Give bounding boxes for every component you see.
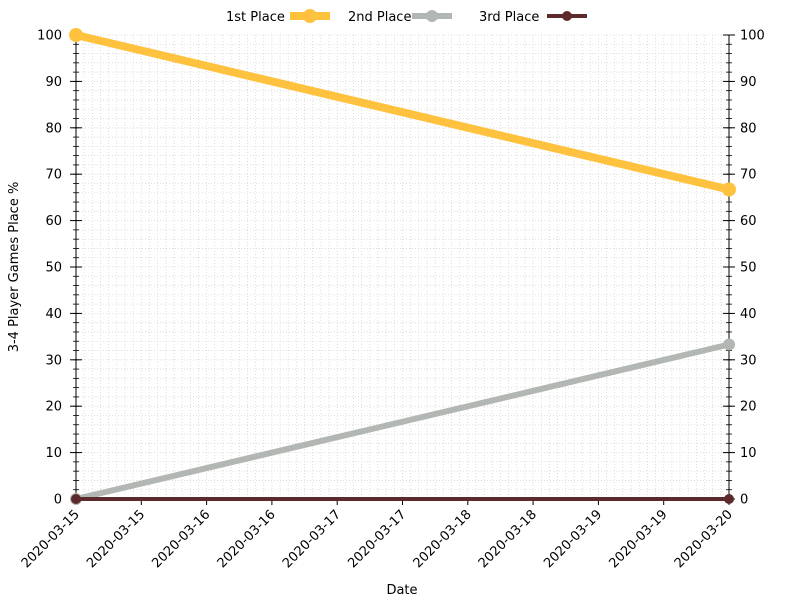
y-tick-label: 70 (740, 168, 757, 183)
y-axis-label: 3-4 Player Games Place % (7, 182, 22, 353)
data-point (723, 338, 735, 351)
y-tick-label: 90 (740, 75, 757, 90)
legend-swatch-marker (426, 10, 438, 22)
y-tick-label: 40 (45, 307, 62, 322)
x-tick-label: 2020-03-15 (84, 507, 148, 571)
y-axis-left: 0 10 20 30 40 50 60 70 80 90 100 (37, 29, 82, 508)
y-tick-label: 20 (45, 400, 62, 415)
legend-swatch-marker (303, 9, 317, 23)
x-tick-label: 2020-03-18 (476, 507, 540, 571)
data-point (722, 182, 736, 197)
series-line (72, 31, 733, 194)
legend-label: 1st Place (226, 10, 285, 25)
y-axis-right: 0 10 20 30 40 50 60 70 80 90 100 (723, 29, 765, 508)
grid (75, 34, 730, 500)
data-point (724, 494, 734, 504)
x-tick-label: 2020-03-16 (149, 507, 213, 571)
y-tick-label: 0 (740, 493, 748, 508)
x-tick-label: 2020-03-17 (345, 507, 409, 571)
x-tick-label: 2020-03-16 (215, 507, 279, 571)
y-tick-label: 10 (45, 446, 62, 461)
y-tick-label: 100 (37, 29, 62, 44)
y-tick-label: 30 (45, 353, 62, 368)
legend-label: 3rd Place (479, 10, 539, 25)
x-tick-label: 2020-03-15 (19, 507, 83, 571)
series-lines (69, 28, 736, 505)
x-tick-label: 2020-03-18 (411, 507, 475, 571)
x-tick-label: 2020-03-17 (280, 507, 344, 571)
y-tick-label: 40 (740, 307, 757, 322)
x-axis: 2020-03-15 2020-03-15 2020-03-16 2020-03-16… (19, 499, 736, 571)
y-tick-label: 50 (45, 261, 62, 276)
y-tick-label: 30 (740, 353, 757, 368)
legend: 1st Place 2nd Place 3rd Place (226, 9, 587, 25)
y-tick-label: 50 (740, 261, 757, 276)
legend-label: 2nd Place (348, 10, 411, 25)
y-tick-label: 80 (45, 121, 62, 136)
y-tick-label: 20 (740, 400, 757, 415)
y-tick-label: 10 (740, 446, 757, 461)
y-tick-label: 100 (740, 29, 765, 44)
x-axis-label: Date (386, 583, 417, 598)
y-tick-label: 60 (740, 214, 757, 229)
data-point (69, 28, 83, 42)
x-tick-label: 2020-03-19 (606, 507, 670, 571)
y-tick-label: 60 (45, 214, 62, 229)
y-tick-label: 80 (740, 121, 757, 136)
x-tick-label: 2020-03-20 (672, 507, 736, 571)
legend-swatch-marker (562, 11, 572, 21)
y-tick-label: 0 (54, 493, 62, 508)
series-line (73, 341, 732, 502)
x-tick-label: 2020-03-19 (541, 507, 605, 571)
y-tick-label: 70 (45, 168, 62, 183)
data-point (71, 494, 81, 504)
y-tick-label: 90 (45, 75, 62, 90)
